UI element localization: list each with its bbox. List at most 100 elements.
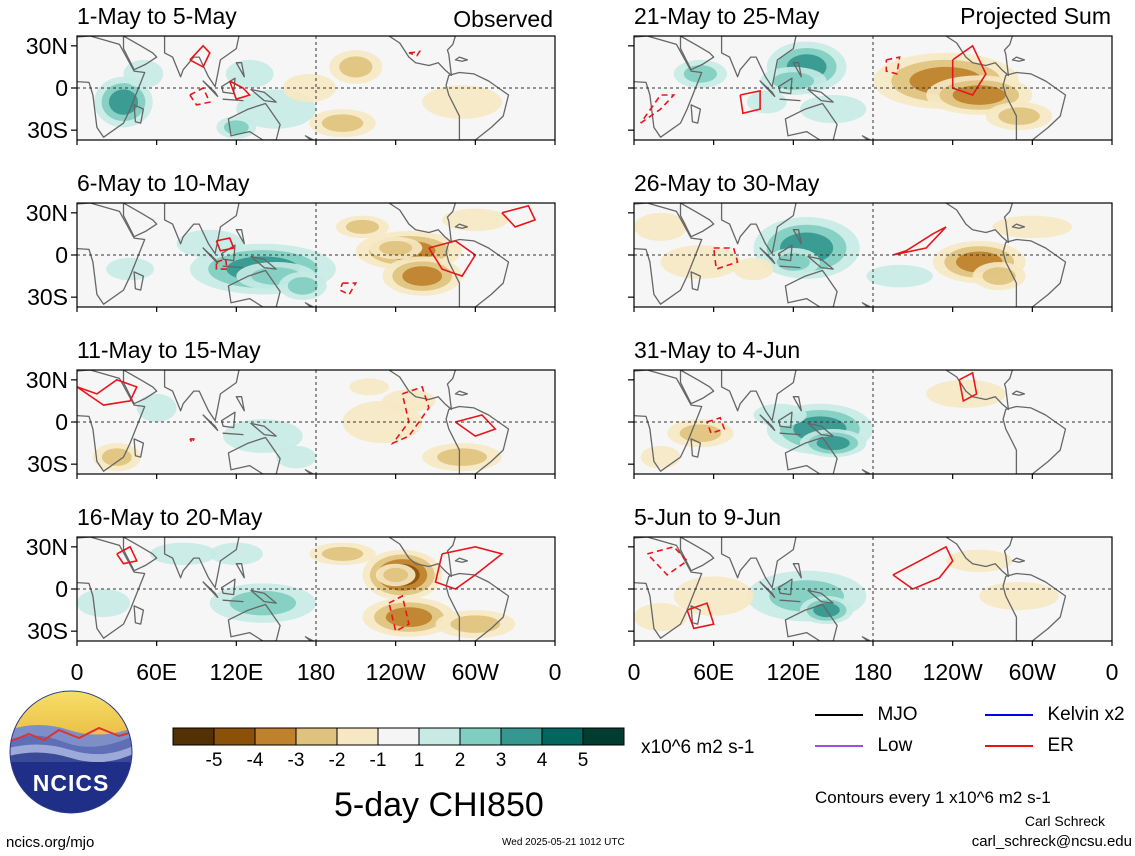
coastline [759, 247, 776, 265]
anomaly-blob [673, 576, 754, 616]
colorbar-tick-label: 2 [455, 750, 466, 771]
coastline [133, 438, 145, 458]
colorbar-tick-label: -2 [329, 750, 346, 771]
ncics-logo[interactable]: NCICS [9, 690, 133, 814]
y-tick-label: 0 [55, 409, 68, 435]
coastlines [77, 370, 510, 474]
er-contour [686, 602, 715, 630]
anomaly-blob [982, 267, 1016, 285]
er-contour [501, 204, 537, 228]
coastline [250, 422, 277, 437]
colorbar-swatch [459, 727, 502, 746]
anomaly-blob [345, 219, 380, 234]
anomaly-blob [992, 215, 1073, 239]
anomaly-blob [746, 90, 787, 114]
er-contours [712, 226, 947, 271]
coastline [759, 581, 776, 599]
colorbar-swatch [336, 727, 379, 746]
anomaly-blob [276, 445, 317, 469]
y-tick-label: 30S [27, 284, 68, 310]
coastline [163, 36, 240, 88]
er-contours [706, 371, 978, 435]
anomaly-blob [229, 590, 297, 616]
colorbar-swatch [254, 727, 297, 746]
coastline [222, 599, 244, 603]
anomaly-blob [321, 114, 364, 132]
coastline [445, 71, 510, 140]
footer-url[interactable]: ncics.org/mjo [6, 834, 95, 851]
anomaly-blob [123, 59, 164, 88]
coastline [1011, 557, 1026, 563]
coastline [202, 581, 219, 599]
coastline [634, 370, 703, 472]
coastline [454, 390, 469, 396]
footer-timestamp: Wed 2025-05-21 1012 UTC [502, 837, 625, 848]
panel-11-may-to-15-may: 30N 0 30S 11-May to 15-May [26, 337, 556, 479]
x-tick-label: 60E [693, 659, 734, 685]
coastline [679, 370, 715, 405]
coastline [222, 265, 244, 269]
anomaly-blob [450, 615, 501, 633]
colorbar-swatch [172, 727, 215, 746]
coastline [634, 203, 703, 305]
er-contour [892, 226, 947, 256]
colorbar-swatch [541, 727, 584, 746]
coastline [454, 56, 469, 62]
colorbar-tick-label: -4 [247, 750, 264, 771]
colorbar-tick-label: -5 [206, 750, 223, 771]
colorbar-swatch [295, 727, 338, 746]
er-contour [408, 50, 422, 57]
coastline [133, 271, 145, 291]
x-tick-label: 120W [923, 659, 983, 685]
coastline [779, 265, 801, 269]
coastline [778, 77, 793, 95]
panel-31-may-to-4-jun: 31-May to 4-Jun [628, 337, 1113, 479]
x-tick-label: 60E [136, 659, 177, 685]
anomaly-blob [349, 378, 390, 396]
panel-21-may-to-25-may: 21-May to 25-May [628, 3, 1113, 145]
coastline [779, 98, 801, 102]
coastline [792, 229, 802, 245]
coastline [759, 414, 776, 432]
legend-item-kelvin: Kelvin x2 [985, 704, 1125, 726]
anomaly-blob [379, 240, 413, 255]
coastline [1011, 56, 1026, 62]
er-contour [454, 414, 497, 437]
panel-title: 6-May to 10-May [77, 170, 250, 196]
coastline [634, 36, 703, 138]
coastline [720, 203, 797, 255]
coastline [784, 436, 838, 474]
anomaly-blob [209, 542, 263, 566]
x-tick-label: 60W [1009, 659, 1057, 685]
coastlines [634, 36, 1067, 140]
coastline [133, 605, 145, 625]
y-tick-label: 0 [55, 242, 68, 268]
legend-item-low: Low [815, 735, 912, 757]
coastline [77, 537, 146, 639]
author-email[interactable]: carl_schreck@ncsu.edu [971, 833, 1132, 850]
er-contours [189, 44, 422, 106]
ncics-logo-graphic: NCICS [9, 690, 133, 814]
legend-line-er [985, 745, 1033, 747]
anomaly-field [673, 41, 1053, 131]
y-tick-label: 30S [27, 451, 68, 477]
anomaly-blob [223, 419, 303, 453]
panel-26-may-to-30-may: 26-May to 30-May [628, 170, 1113, 312]
coastline [454, 557, 469, 563]
coastline [227, 436, 281, 474]
legend-label-low: Low [877, 735, 913, 756]
anomaly-blob [979, 581, 1059, 611]
anomaly-blob [101, 448, 132, 466]
y-tick-label: 30S [27, 117, 68, 143]
er-contour [388, 594, 410, 633]
er-contour [215, 258, 228, 270]
coastline [690, 438, 702, 458]
coastline [778, 244, 793, 262]
er-contour [712, 247, 739, 271]
coastline [784, 102, 838, 140]
coastline [945, 537, 1014, 578]
anomaly-blob [382, 389, 436, 413]
anomaly-blob [952, 85, 1006, 105]
